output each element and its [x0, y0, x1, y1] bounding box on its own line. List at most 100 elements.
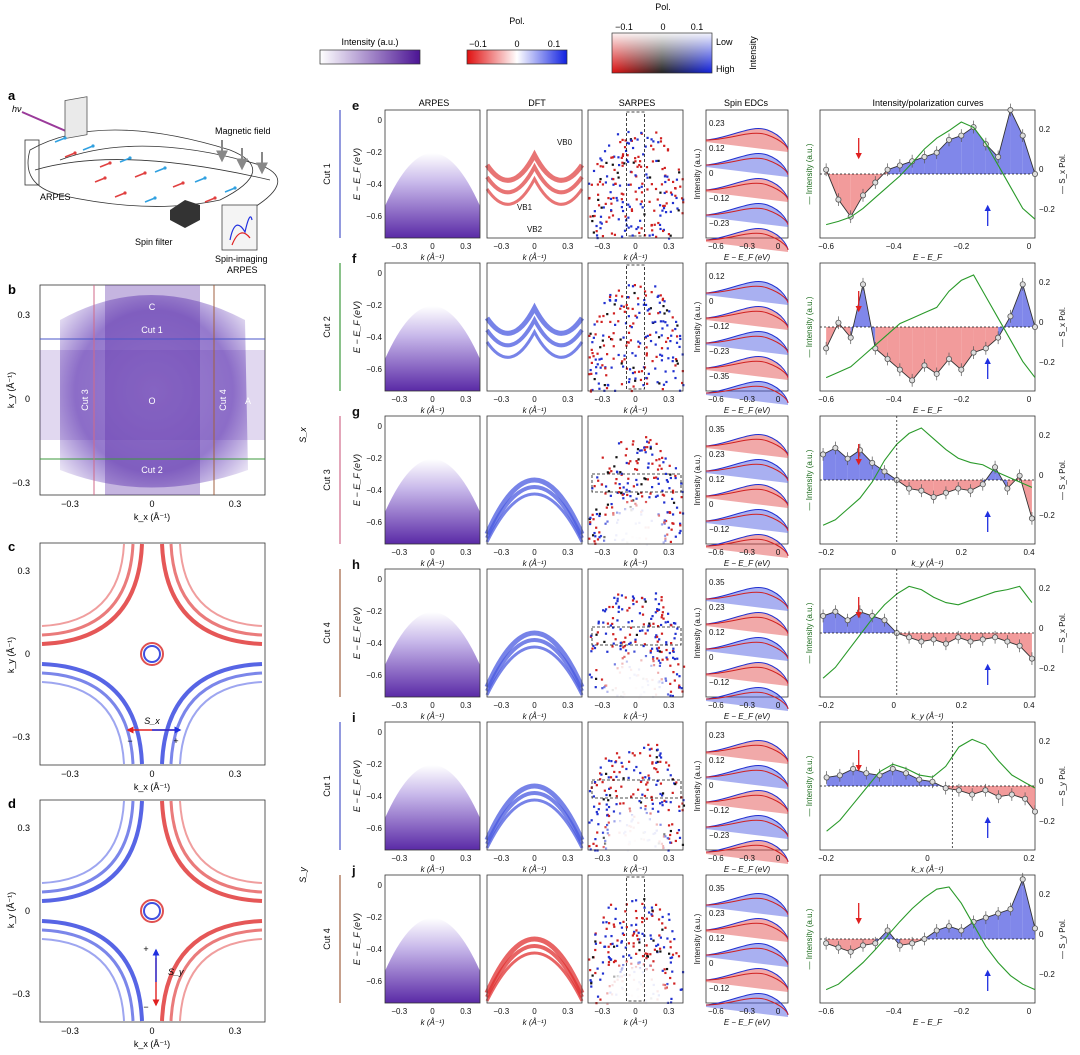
sarpes-speckle — [596, 320, 599, 323]
sarpes-speckle — [634, 160, 637, 163]
curve-x-tick: 0 — [1027, 395, 1032, 404]
sarpes-speckle — [630, 924, 633, 927]
pol-point — [896, 366, 903, 373]
curve-x-tick: −0.2 — [953, 395, 969, 404]
sarpes-speckle — [631, 234, 634, 237]
group-label-sy: S_y — [298, 867, 308, 883]
curve-x-tick: 0 — [891, 701, 896, 710]
sarpes-speckle — [600, 206, 603, 209]
sarpes-speckle — [656, 743, 659, 747]
sarpes-speckle — [658, 204, 662, 207]
k-axis-label: k (Å⁻¹) — [523, 253, 547, 262]
k-tick: 0.3 — [663, 395, 675, 404]
sarpes-speckle — [596, 631, 599, 634]
sarpes-speckle — [662, 305, 665, 308]
sarpes-speckle — [637, 345, 640, 348]
sarpes-speckle — [595, 633, 598, 636]
pol-point — [884, 355, 891, 362]
sarpes-speckle — [641, 920, 644, 924]
sarpes-speckle — [622, 305, 626, 308]
pol-point — [995, 793, 1002, 800]
pol-area-segment — [970, 633, 983, 642]
sarpes-speckle — [626, 141, 629, 144]
spin-arrow — [94, 177, 106, 183]
panel-letter: i — [352, 710, 356, 725]
sarpes-speckle — [675, 673, 679, 676]
dft-band — [484, 630, 585, 689]
panel-frame — [587, 721, 684, 851]
k-axis-label: k (Å⁻¹) — [523, 1018, 547, 1027]
spin-arrow-head — [153, 196, 157, 200]
sarpes-speckle — [671, 201, 675, 205]
sarpes-speckle — [629, 139, 633, 142]
sarpes-speckle — [628, 760, 631, 763]
edc-y-label: Intensity (a.u.) — [693, 148, 702, 199]
sarpes-speckle — [613, 168, 616, 172]
energy-tick: −0.2 — [366, 760, 382, 769]
dft-band — [485, 492, 584, 543]
sarpes-speckle — [637, 370, 641, 373]
sarpes-speckle — [668, 310, 671, 313]
k-tick: −0.3 — [594, 242, 610, 251]
arpes-band — [385, 612, 480, 697]
arpes-panel: −0.3 0 0.3 k (Å⁻¹) — [384, 109, 481, 262]
sarpes-speckle — [645, 354, 648, 357]
sarpes-speckle — [634, 157, 637, 160]
sarpes-speckle — [671, 356, 675, 359]
pol-tick: 0.2 — [1039, 278, 1051, 287]
sarpes-speckle — [643, 366, 647, 369]
pol-point — [933, 370, 940, 377]
sarpes-speckle — [639, 165, 643, 168]
pol-point — [979, 636, 986, 643]
energy-tick: −0.4 — [366, 333, 382, 342]
pol-tick: −0.2 — [1039, 817, 1055, 826]
pol-area-segment — [826, 775, 840, 786]
sarpes-speckle — [644, 303, 648, 307]
sy-label: S_y — [168, 967, 184, 977]
sarpes-speckle — [664, 621, 667, 624]
panel-a: a hν Magnetic field ARPES Spin filter Sp… — [8, 88, 278, 275]
pol-axis-label: — S_y Pol. — [1058, 919, 1067, 959]
center-pocket — [140, 899, 164, 923]
edc-fill — [706, 306, 788, 330]
dft-label-vb0: VB0 — [557, 138, 573, 147]
sarpes-speckle — [651, 762, 654, 765]
sarpes-speckle — [673, 782, 676, 785]
edc-curve-up — [705, 178, 789, 201]
k-tick: 0.3 — [460, 548, 472, 557]
sarpes-speckle — [659, 353, 662, 356]
sarpes-speckle — [662, 383, 666, 386]
sarpes-speckle — [681, 802, 684, 805]
edc-curve-up — [705, 840, 789, 863]
sarpes-speckle — [667, 357, 670, 360]
sarpes-speckle — [590, 348, 593, 351]
sarpes-speckle — [647, 462, 650, 465]
edc-tick: −0.6 — [708, 1007, 724, 1016]
k-tick: 0 — [532, 548, 537, 557]
sarpes-speckle — [676, 831, 679, 835]
sarpes-speckle — [625, 461, 628, 465]
sarpes-speckle — [646, 136, 649, 139]
curve-panel: −0.6 −0.4 −0.2 0 E − E_F 0.2 0 −0.2 — S_x Pol. — … — [805, 103, 1067, 262]
sarpes-speckle — [638, 612, 642, 615]
sarpes-glow — [595, 773, 676, 871]
curve-x-label: E − E_F — [913, 406, 943, 415]
pol-area-segment — [949, 135, 962, 174]
sarpes-speckle — [611, 163, 614, 166]
sarpes-speckle — [594, 838, 597, 841]
sarpes-speckle — [602, 609, 605, 612]
k-tick: 0.3 — [562, 854, 574, 863]
sarpes-speckle — [632, 597, 636, 600]
sarpes-speckle — [588, 182, 591, 185]
dft-band — [485, 175, 584, 206]
panel-frame — [705, 262, 789, 392]
pol-area-segment — [945, 633, 959, 644]
sarpes-speckle — [676, 207, 679, 210]
sarpes-speckle — [672, 650, 675, 653]
sarpes-speckle — [600, 222, 603, 225]
sarpes-speckle — [674, 782, 677, 786]
sarpes-speckle — [600, 320, 603, 324]
curve-x-tick: −0.2 — [818, 854, 834, 863]
sarpes-speckle — [599, 346, 602, 349]
